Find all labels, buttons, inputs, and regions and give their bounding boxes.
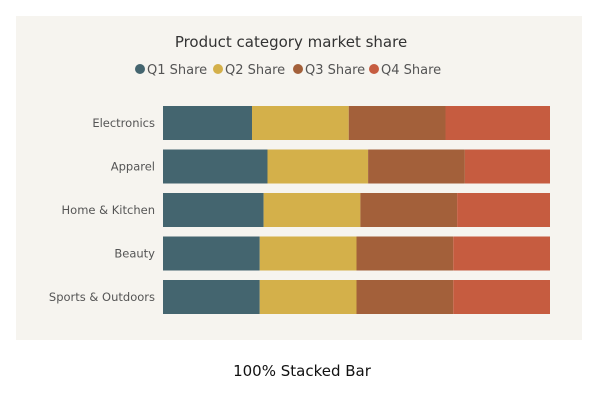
legend-swatch-q1-share xyxy=(135,64,145,74)
bar-segment-apparel-q2-share xyxy=(267,149,369,184)
category-label-beauty: Beauty xyxy=(114,247,155,261)
figure-caption: 100% Stacked Bar xyxy=(233,362,371,380)
bar-segment-home-and-kitchen-q2-share xyxy=(263,193,361,227)
chart-svg: Product category market share Q1 Share Q2… xyxy=(49,33,550,314)
bar-segment-beauty-q1-share xyxy=(163,236,260,271)
bar-segment-home-and-kitchen-q4-share xyxy=(457,193,550,227)
legend-label-q1-share: Q1 Share xyxy=(147,63,207,78)
category-label-apparel: Apparel xyxy=(111,160,155,174)
bar-segment-apparel-q3-share xyxy=(368,149,465,184)
bar-segment-beauty-q3-share xyxy=(356,236,454,271)
chart-panel: Product category market share Q1 Share Q2… xyxy=(16,16,582,340)
category-label-home-and-kitchen: Home & Kitchen xyxy=(62,203,155,217)
bars xyxy=(163,106,550,314)
bar-segment-sports-and-outdoors-q4-share xyxy=(453,280,550,314)
legend-swatch-q3-share xyxy=(293,64,303,74)
legend-label-q2-share: Q2 Share xyxy=(225,63,285,78)
bar-segment-sports-and-outdoors-q1-share xyxy=(163,280,260,314)
category-label-electronics: Electronics xyxy=(92,116,155,130)
bar-segment-sports-and-outdoors-q3-share xyxy=(356,280,454,314)
legend-swatch-q4-share xyxy=(369,64,379,74)
bar-segment-beauty-q4-share xyxy=(453,236,550,271)
bar-segment-apparel-q4-share xyxy=(464,149,550,184)
category-labels: Electronics Apparel Home & Kitchen Beauty Sp… xyxy=(49,116,155,304)
legend-label-q4-share: Q4 Share xyxy=(381,63,441,78)
bar-segment-sports-and-outdoors-q2-share xyxy=(259,280,357,314)
legend-swatch-q2-share xyxy=(213,64,223,74)
legend-label-q3-share: Q3 Share xyxy=(305,63,365,78)
bar-segment-electronics-q2-share xyxy=(252,106,349,140)
bar-segment-electronics-q4-share xyxy=(445,106,550,140)
bar-segment-beauty-q2-share xyxy=(259,236,357,271)
category-label-sports-and-outdoors: Sports & Outdoors xyxy=(49,290,155,304)
bar-segment-home-and-kitchen-q3-share xyxy=(360,193,458,227)
legend: Q1 Share Q2 Share Q3 Share Q4 Share xyxy=(135,63,441,78)
bar-segment-electronics-q1-share xyxy=(163,106,253,140)
bar-segment-home-and-kitchen-q1-share xyxy=(163,193,264,227)
bar-segment-electronics-q3-share xyxy=(348,106,446,140)
bar-segment-apparel-q1-share xyxy=(163,149,268,184)
chart-title: Product category market share xyxy=(175,33,407,51)
